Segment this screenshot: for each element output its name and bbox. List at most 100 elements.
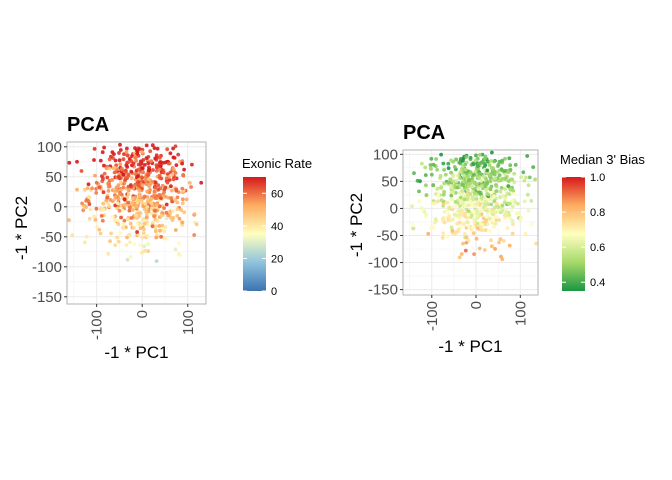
scatter-point <box>502 169 507 173</box>
scatter-point <box>143 201 148 206</box>
scatter-point <box>113 203 118 208</box>
scatter-point <box>487 173 492 178</box>
scatter-point <box>94 206 99 211</box>
scatter-point <box>144 210 149 214</box>
scatter-point <box>511 222 515 227</box>
scatter-point <box>67 218 71 223</box>
scatter-point <box>175 195 180 200</box>
scatter-point <box>153 224 158 229</box>
scatter-point <box>180 197 185 202</box>
scatter-point <box>483 206 488 211</box>
scatter-point <box>134 158 139 163</box>
scatter-point <box>82 187 87 192</box>
scatter-point <box>95 225 99 229</box>
scatter-point <box>121 185 126 190</box>
scatter-point <box>155 218 160 223</box>
scatter-point <box>139 198 144 203</box>
scatter-point <box>465 193 470 198</box>
chart-title: PCA <box>403 122 445 144</box>
scatter-point <box>463 232 467 236</box>
scatter-point <box>125 153 130 158</box>
scatter-point <box>132 226 136 230</box>
scatter-point <box>472 217 477 222</box>
scatter-point <box>446 161 451 166</box>
scatter-point <box>529 222 534 227</box>
scatter-point <box>160 223 165 228</box>
scatter-point <box>105 175 110 180</box>
scatter-point <box>433 217 438 222</box>
scatter-point <box>84 234 89 239</box>
scatter-point <box>133 155 138 160</box>
scatter-point <box>70 233 75 238</box>
scatter-point <box>166 186 171 190</box>
scatter-point <box>171 167 176 171</box>
scatter-point <box>67 160 72 165</box>
scatter-point <box>529 199 534 203</box>
scatter-point <box>446 166 451 171</box>
scatter-point <box>459 252 464 256</box>
scatter-point <box>482 161 487 166</box>
scatter-point <box>464 235 469 240</box>
scatter-point <box>433 220 437 225</box>
scatter-point <box>459 195 463 200</box>
chart-median-3-bias: PCA 100 50 0 -50 -100 -150 -100 0 100 -1 * PC1 -… <box>347 122 645 356</box>
scatter-point <box>447 180 451 185</box>
scatter-point <box>489 238 493 243</box>
scatter-point <box>526 208 531 213</box>
scatter-point <box>442 189 446 194</box>
scatter-point <box>92 214 97 219</box>
scatter-point <box>182 167 187 172</box>
scatter-point <box>458 170 463 175</box>
scatter-point <box>471 231 476 236</box>
scatter-point <box>148 188 152 192</box>
plot-panel: 100 50 0 -50 -100 -150 -100 0 100 <box>32 139 207 340</box>
scatter-point <box>483 228 488 233</box>
scatter-point <box>451 179 456 184</box>
scatter-point <box>171 146 176 151</box>
scatter-point <box>442 220 446 224</box>
scatter-point <box>173 171 178 175</box>
scatter-point <box>442 210 447 214</box>
color-legend: Median 3' Bias 0.4 0.6 0.8 1.0 <box>560 152 645 291</box>
scatter-point <box>477 198 482 203</box>
scatter-point <box>123 168 128 173</box>
scatter-point <box>154 155 159 160</box>
scatter-point <box>437 194 441 199</box>
scatter-point <box>169 184 173 189</box>
scatter-point <box>110 215 114 219</box>
scatter-point <box>115 201 120 206</box>
scatter-point <box>128 183 133 187</box>
scatter-point <box>118 148 123 152</box>
scatter-point <box>117 176 122 181</box>
scatter-point <box>475 210 480 215</box>
scatter-point <box>162 206 167 211</box>
scatter-point <box>439 186 444 190</box>
scatter-point <box>157 193 162 197</box>
scatter-point <box>506 179 511 184</box>
scatter-point <box>102 171 107 176</box>
scatter-point <box>116 239 121 244</box>
scatter-point <box>497 240 501 245</box>
scatter-point <box>521 170 526 175</box>
scatter-point <box>438 174 443 178</box>
scatter-point <box>127 205 132 210</box>
scatter-point <box>138 243 143 248</box>
scatter-point <box>465 174 470 179</box>
scatter-point <box>454 157 458 162</box>
chart-title: PCA <box>67 114 109 136</box>
scatter-point <box>447 214 451 219</box>
scatter-point <box>75 159 79 164</box>
scatter-point <box>505 226 510 231</box>
scatter-point <box>130 176 134 181</box>
scatter-point <box>411 226 415 231</box>
scatter-point <box>154 235 159 240</box>
legend-tick-label: 20 <box>271 253 283 265</box>
scatter-point <box>449 225 454 230</box>
scatter-point <box>501 239 506 243</box>
scatter-point <box>190 162 194 167</box>
scatter-point <box>115 206 120 211</box>
scatter-point <box>430 201 435 206</box>
scatter-point <box>474 182 479 187</box>
scatter-point <box>441 231 446 236</box>
scatter-point <box>500 158 505 163</box>
